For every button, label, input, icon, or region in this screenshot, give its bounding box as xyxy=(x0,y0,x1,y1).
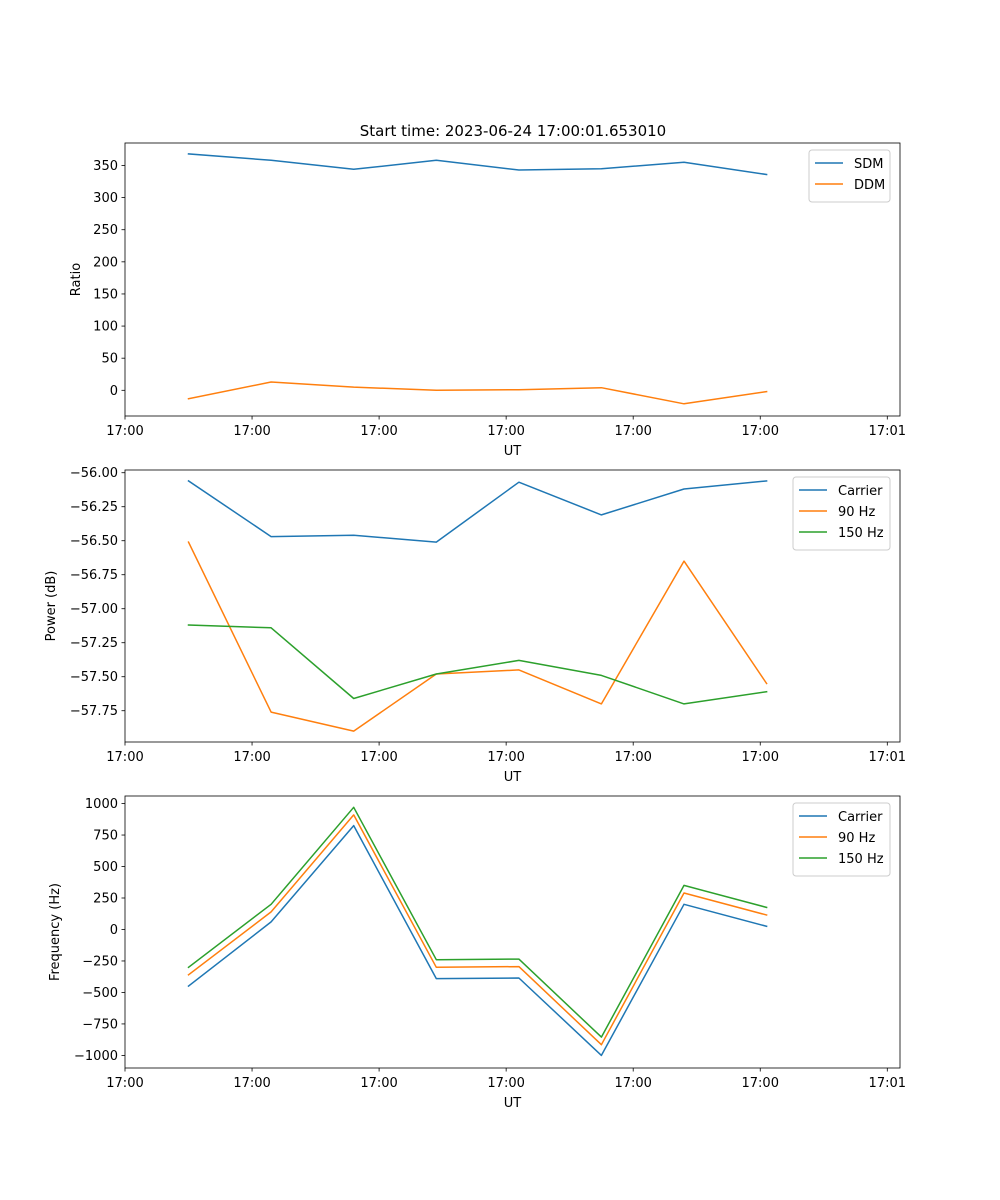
x-tick-label: 17:00 xyxy=(360,1076,397,1091)
y-axis-label: Frequency (Hz) xyxy=(48,883,63,981)
plot-frame xyxy=(124,142,901,417)
series-line-150-hz xyxy=(187,624,768,705)
plot-frame xyxy=(124,469,901,743)
x-tick-label: 17:01 xyxy=(869,1076,906,1091)
y-tick-label: −57.00 xyxy=(70,602,118,617)
y-tick-label: −56.75 xyxy=(70,568,118,583)
y-tick-label: 50 xyxy=(101,352,118,367)
x-tick-label: 17:01 xyxy=(869,424,906,439)
x-tick-label: 17:00 xyxy=(614,1076,651,1091)
series-line-90-hz xyxy=(187,541,768,732)
legend-label: Carrier xyxy=(838,810,883,825)
series-line-150-hz xyxy=(187,806,768,1038)
x-tick-label: 17:00 xyxy=(742,1076,779,1091)
x-tick-label: 17:00 xyxy=(360,750,397,765)
y-tick-label: 200 xyxy=(93,255,118,270)
x-tick-label: 17:00 xyxy=(360,424,397,439)
x-axis-label: UT xyxy=(504,444,522,459)
x-tick-label: 17:00 xyxy=(106,1076,143,1091)
plot-frame xyxy=(124,795,901,1069)
series-line-90-hz xyxy=(187,814,768,1046)
y-tick-label: 250 xyxy=(93,223,118,238)
y-tick-label: −56.00 xyxy=(70,466,118,481)
x-tick-label: 17:00 xyxy=(742,424,779,439)
x-axis-label: UT xyxy=(504,1096,522,1111)
y-tick-label: 100 xyxy=(93,320,118,335)
chart-panel-1: 17:00 17:00 17:00 17:00 17:00 17:00 17:01 0 50 10… xyxy=(69,142,906,459)
legend-label: 90 Hz xyxy=(838,831,875,846)
legend-label: Carrier xyxy=(838,484,883,499)
chart-panel-2: 17:00 17:00 17:00 17:00 17:00 17:00 17:01 −56.0… xyxy=(44,466,906,785)
legend: Carrier 90 Hz 150 Hz xyxy=(792,476,891,551)
x-tick-label: 17:00 xyxy=(106,750,143,765)
y-tick-label: −56.50 xyxy=(70,534,118,549)
y-tick-label: 150 xyxy=(93,287,118,302)
y-tick-label: −1000 xyxy=(74,1049,118,1064)
y-tick-label: −57.25 xyxy=(70,636,118,651)
legend: SDM DDM xyxy=(808,149,891,203)
y-tick-label: −250 xyxy=(82,954,118,969)
figure-title: Start time: 2023-06-24 17:00:01.653010 xyxy=(360,122,666,140)
x-tick-label: 17:00 xyxy=(106,424,143,439)
legend-label: SDM xyxy=(854,157,883,172)
x-tick-label: 17:00 xyxy=(487,750,524,765)
legend-label: 150 Hz xyxy=(838,852,884,867)
x-tick-label: 17:00 xyxy=(487,1076,524,1091)
y-tick-label: 250 xyxy=(93,892,118,907)
series-line-carrier xyxy=(187,824,768,1057)
y-tick-label: −57.50 xyxy=(70,670,118,685)
x-tick-label: 17:00 xyxy=(233,750,270,765)
x-tick-label: 17:00 xyxy=(233,424,270,439)
x-tick-label: 17:00 xyxy=(742,750,779,765)
legend: Carrier 90 Hz 150 Hz xyxy=(792,802,891,877)
chart-panel-3: 17:00 17:00 17:00 17:00 17:00 17:00 17:01 −1000… xyxy=(48,795,906,1111)
x-tick-label: 17:00 xyxy=(487,424,524,439)
x-tick-label: 17:01 xyxy=(869,750,906,765)
y-tick-label: −56.25 xyxy=(70,500,118,515)
y-tick-label: −57.75 xyxy=(70,704,118,719)
x-tick-label: 17:00 xyxy=(614,424,651,439)
legend-label: 90 Hz xyxy=(838,505,875,520)
y-tick-label: 300 xyxy=(93,191,118,206)
y-tick-label: −500 xyxy=(82,986,118,1001)
y-axis-label: Ratio xyxy=(69,263,84,296)
y-tick-label: 0 xyxy=(110,384,118,399)
y-tick-label: 500 xyxy=(93,860,118,875)
y-tick-label: 750 xyxy=(93,829,118,844)
y-tick-label: −750 xyxy=(82,1017,118,1032)
y-tick-label: 0 xyxy=(110,923,118,938)
legend-label: DDM xyxy=(854,178,885,193)
x-tick-label: 17:00 xyxy=(233,1076,270,1091)
series-line-carrier xyxy=(187,479,768,543)
y-tick-label: 350 xyxy=(93,159,118,174)
series-line-ddm xyxy=(187,381,768,405)
y-tick-label: 1000 xyxy=(85,797,118,812)
x-tick-label: 17:00 xyxy=(614,750,651,765)
series-line-sdm xyxy=(187,153,768,176)
x-axis-label: UT xyxy=(504,770,522,785)
y-axis-label: Power (dB) xyxy=(44,571,59,642)
legend-label: 150 Hz xyxy=(838,526,884,541)
